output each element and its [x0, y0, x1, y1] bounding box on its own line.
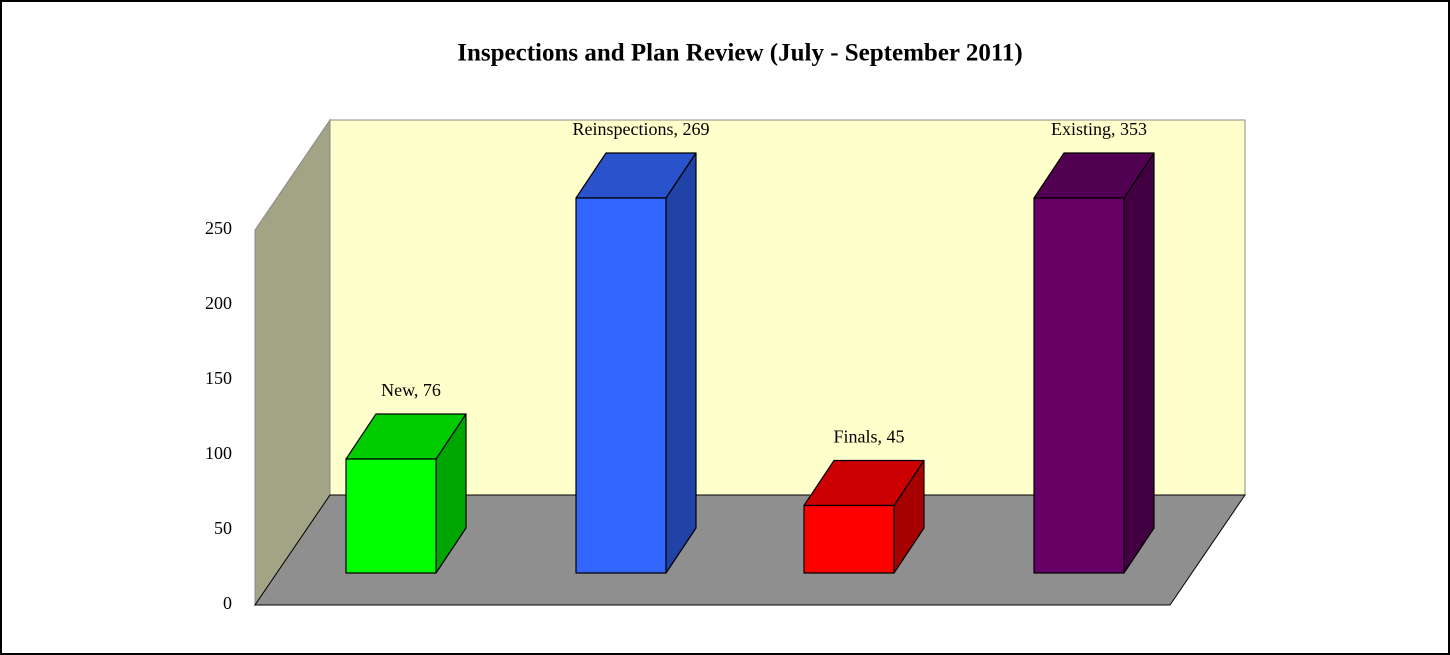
floor	[254, 494, 1246, 606]
y-tick-label: 250	[205, 218, 232, 238]
y-tick-label: 200	[205, 293, 232, 313]
bar	[345, 458, 437, 574]
data-label: Finals, 45	[833, 427, 904, 447]
data-label: Existing, 353	[1051, 119, 1147, 139]
y-tick-label: 0	[223, 593, 232, 613]
bar	[803, 504, 895, 574]
chart-title: Inspections and Plan Review (July - Sept…	[457, 40, 1023, 67]
y-tick-label: 150	[205, 368, 232, 388]
data-label: Reinspections, 269	[573, 119, 710, 139]
y-tick-label: 50	[214, 518, 232, 538]
bar	[1033, 197, 1125, 574]
bar	[575, 197, 667, 574]
y-tick-label: 100	[205, 443, 232, 463]
bar-side	[665, 152, 697, 574]
data-label: New, 76	[381, 380, 441, 400]
bar-side	[1123, 152, 1155, 574]
